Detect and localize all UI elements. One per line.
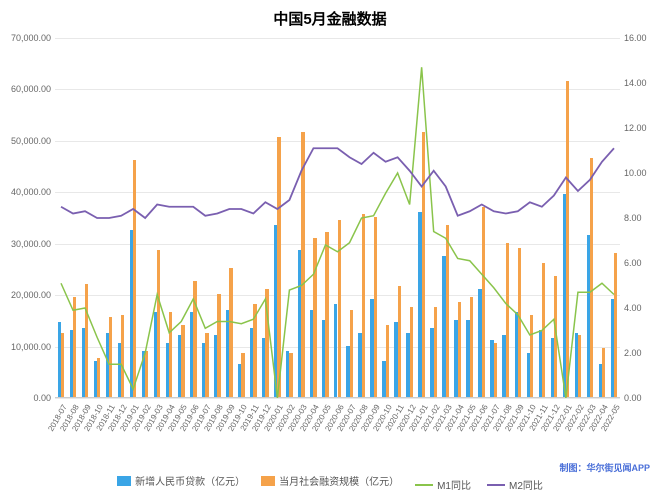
bar-当月社会融资规模（亿元） [109,317,112,397]
bar-当月社会融资规模（亿元） [313,238,316,397]
bar-当月社会融资规模（亿元） [121,315,124,397]
bar-当月社会融资规模（亿元） [530,315,533,397]
y-right-tick: 16.00 [624,33,647,43]
y-left-tick: 20,000.00 [11,290,51,300]
chart-container: 中国5月金融数据 0.0010,000.0020,000.0030,000.00… [0,0,660,500]
bar-当月社会融资规模（亿元） [157,250,160,397]
y-right-tick: 6.00 [624,258,642,268]
bar-当月社会融资规模（亿元） [614,253,617,397]
bar-当月社会融资规模（亿元） [410,307,413,397]
chart-title: 中国5月金融数据 [0,0,660,33]
y-right-tick: 14.00 [624,78,647,88]
legend-label: M1同比 [437,477,471,492]
bar-当月社会融资规模（亿元） [350,310,353,397]
bar-当月社会融资规模（亿元） [301,132,304,397]
bar-当月社会融资规模（亿元） [374,217,377,397]
y-left-tick: 50,000.00 [11,136,51,146]
legend-label: 新增人民币贷款（亿元） [135,473,245,488]
bar-当月社会融资规模（亿元） [458,302,461,397]
y-right-tick: 0.00 [624,393,642,403]
y-left-tick: 0.00 [33,393,51,403]
bar-当月社会融资规模（亿元） [506,243,509,397]
legend-swatch [487,484,505,486]
legend-item: M2同比 [487,477,543,492]
bar-当月社会融资规模（亿元） [470,297,473,397]
y-left-tick: 30,000.00 [11,239,51,249]
bar-当月社会融资规模（亿元） [193,281,196,397]
y-right-tick: 10.00 [624,168,647,178]
y-left-tick: 70,000.00 [11,33,51,43]
bar-当月社会融资规模（亿元） [602,348,605,397]
bar-当月社会融资规模（亿元） [338,220,341,397]
y-right-tick: 4.00 [624,303,642,313]
legend-swatch [415,484,433,486]
bar-当月社会融资规模（亿元） [85,284,88,397]
legend-swatch [261,476,275,486]
bar-当月社会融资规模（亿元） [145,351,148,397]
bar-当月社会融资规模（亿元） [542,263,545,397]
bar-当月社会融资规模（亿元） [494,343,497,397]
legend-swatch [117,476,131,486]
legend-item: M1同比 [415,477,471,492]
bar-当月社会融资规模（亿元） [325,232,328,397]
bar-当月社会融资规模（亿元） [169,312,172,397]
y-right-tick: 2.00 [624,348,642,358]
credit-text: 制图：华尔街见闻APP [559,461,650,474]
bar-当月社会融资规模（亿元） [518,248,521,397]
bar-当月社会融资规模（亿元） [362,214,365,397]
bar-当月社会融资规模（亿元） [277,137,280,397]
bars-layer [55,38,620,397]
y-left-tick: 40,000.00 [11,187,51,197]
y-left-tick: 10,000.00 [11,342,51,352]
bar-当月社会融资规模（亿元） [229,268,232,397]
bar-当月社会融资规模（亿元） [398,286,401,397]
bar-当月社会融资规模（亿元） [133,160,136,397]
bar-当月社会融资规模（亿元） [554,276,557,397]
y-left-tick: 60,000.00 [11,84,51,94]
bar-当月社会融资规模（亿元） [434,307,437,397]
gridline [55,398,620,399]
y-right-tick: 12.00 [624,123,647,133]
bar-当月社会融资规模（亿元） [61,333,64,397]
bar-当月社会融资规模（亿元） [566,81,569,397]
bar-当月社会融资规模（亿元） [217,294,220,397]
plot-area: 0.0010,000.0020,000.0030,000.0040,000.00… [55,38,620,398]
bar-当月社会融资规模（亿元） [181,325,184,397]
bar-当月社会融资规模（亿元） [97,358,100,397]
bar-当月社会融资规模（亿元） [446,225,449,397]
bar-当月社会融资规模（亿元） [73,297,76,397]
y-right-tick: 8.00 [624,213,642,223]
legend-label: M2同比 [509,477,543,492]
bar-当月社会融资规模（亿元） [289,353,292,397]
bar-当月社会融资规模（亿元） [578,335,581,397]
bar-当月社会融资规模（亿元） [253,304,256,397]
legend-item: 新增人民币贷款（亿元） [117,473,245,488]
bar-当月社会融资规模（亿元） [386,325,389,397]
legend-label: 当月社会融资规模（亿元） [279,473,399,488]
bar-当月社会融资规模（亿元） [205,333,208,397]
bar-当月社会融资规模（亿元） [422,132,425,397]
bar-当月社会融资规模（亿元） [241,353,244,397]
legend: 新增人民币贷款（亿元） 当月社会融资规模（亿元） M1同比 M2同比 [0,473,660,492]
bar-当月社会融资规模（亿元） [482,207,485,397]
bar-当月社会融资规模（亿元） [265,289,268,397]
legend-item: 当月社会融资规模（亿元） [261,473,399,488]
bar-当月社会融资规模（亿元） [590,158,593,397]
